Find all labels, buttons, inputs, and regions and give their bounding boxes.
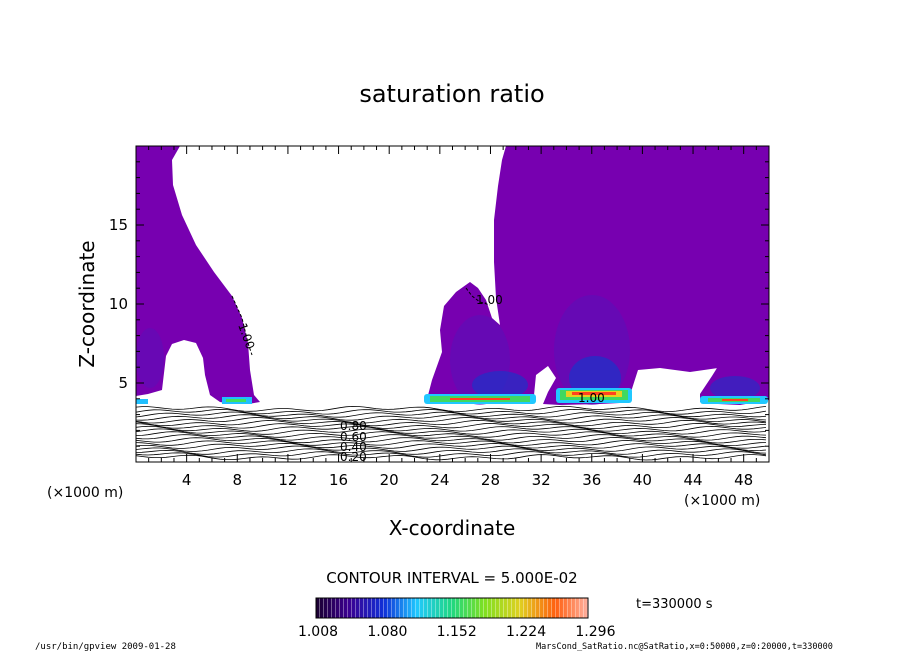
surface-contour-line <box>136 417 767 424</box>
plot-area: 1.00 1.00 1.00 0.80 0.60 0.40 0.20 4 8 12 1… <box>109 145 770 489</box>
y-tick-label: 15 <box>109 216 128 234</box>
time-label: t=330000 s <box>636 597 713 612</box>
colorbar-tick-label: 1.008 <box>298 624 338 640</box>
colorbar: 1.008 1.080 1.152 1.224 1.296 <box>298 597 616 640</box>
surface-contour-line <box>136 408 767 415</box>
colorbar-tick-label: 1.296 <box>575 624 615 640</box>
contour-label-5: 0.60 <box>340 430 367 444</box>
plume-shade-4 <box>472 371 528 399</box>
band-left-core <box>226 399 246 402</box>
colorbar-stripes <box>316 598 588 618</box>
chart-title: saturation ratio <box>359 80 544 108</box>
x-ticks: 4 8 12 16 20 24 28 32 36 40 44 48 <box>148 146 757 489</box>
band-far-left <box>136 399 148 404</box>
surface-contour-line <box>136 448 767 455</box>
x-tick-label: 12 <box>278 471 297 489</box>
contour-label-6: 0.40 <box>340 440 367 454</box>
x-tick-label: 20 <box>380 471 399 489</box>
surface-contour-line <box>136 405 767 413</box>
contour-label-7: 0.20 <box>340 450 367 464</box>
y-ticks: 5 10 15 <box>109 161 769 447</box>
colorbar-tick-label: 1.224 <box>506 624 546 640</box>
surface-contour-line <box>136 425 767 432</box>
contour-label-4: 0.80 <box>340 419 367 433</box>
saturated-region-right <box>426 146 769 405</box>
x-axis-label: X-coordinate <box>389 516 516 540</box>
x-tick-label: 28 <box>481 471 500 489</box>
y-tick-label: 5 <box>118 374 128 392</box>
surface-contour-line <box>136 419 767 427</box>
plume-shade-6 <box>136 328 164 388</box>
y-axis-label: Z-coordinate <box>75 240 99 367</box>
footer-left: /usr/bin/gpview 2009-01-28 <box>35 642 176 652</box>
contour-label-3: 1.00 <box>578 391 605 405</box>
surface-contour-line <box>136 428 767 435</box>
surface-contour-line <box>136 442 767 449</box>
x-tick-label: 32 <box>532 471 551 489</box>
contour-label-2: 1.00 <box>476 293 503 307</box>
surface-contour-line <box>136 422 767 429</box>
surface-contour-line <box>136 414 767 421</box>
colorbar-tick-label: 1.152 <box>437 624 477 640</box>
x-tick-label: 24 <box>430 471 449 489</box>
band-mid-red <box>450 398 510 400</box>
band-right-red <box>572 392 616 395</box>
x-tick-label: 48 <box>734 471 753 489</box>
contour-line-1-00 <box>231 295 253 356</box>
surface-contour-line <box>136 434 767 441</box>
plume-shade-5 <box>710 376 760 400</box>
y-tick-label: 10 <box>109 295 128 313</box>
x-tick-label: 8 <box>233 471 243 489</box>
colorbar-frame <box>315 597 589 619</box>
x-tick-label: 36 <box>582 471 601 489</box>
surface-contour-line <box>136 451 767 458</box>
contour-line-1-00-mid <box>465 287 491 306</box>
footer-right: MarsCond_SatRatio.nc@SatRatio,x=0:50000,… <box>536 642 833 652</box>
x-tick-label: 40 <box>633 471 652 489</box>
surface-contour-line <box>136 437 767 444</box>
surface-contour-line <box>136 411 767 418</box>
surface-contour-line <box>136 445 767 452</box>
x-tick-label: 16 <box>329 471 348 489</box>
x-unit-left: (×1000 m) <box>47 485 123 501</box>
x-unit-right: (×1000 m) <box>684 493 760 509</box>
surface-contours <box>136 405 767 461</box>
x-tick-label: 44 <box>683 471 702 489</box>
band-far-right-red <box>722 399 748 401</box>
surface-contour-line <box>136 440 767 447</box>
colorbar-ticks: 1.008 1.080 1.152 1.224 1.296 <box>298 624 616 640</box>
colorbar-tick-label: 1.080 <box>367 624 407 640</box>
saturated-region-left <box>136 146 260 404</box>
contour-interval-label: CONTOUR INTERVAL = 5.000E-02 <box>326 569 577 587</box>
x-tick-label: 4 <box>182 471 192 489</box>
surface-contour-line <box>136 454 767 461</box>
surface-contour-line <box>136 431 767 438</box>
